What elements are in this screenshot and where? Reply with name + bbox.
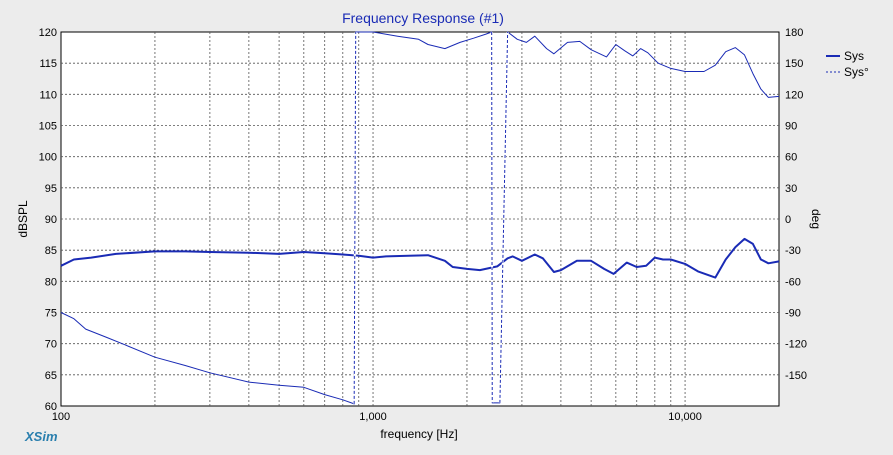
legend-label-sys: Sys: [844, 49, 864, 63]
plot-area: [60, 31, 780, 407]
y-left-tick-label: 95: [45, 183, 57, 195]
y-left-tick-label: 85: [45, 245, 57, 257]
y-right-tick-label: 180: [785, 27, 803, 39]
phase-wrap-line: [499, 31, 509, 403]
y-right-tick-label: -150: [785, 370, 807, 382]
phase-wrap-line: [491, 31, 493, 403]
x-tick-label: 1,000: [359, 411, 387, 423]
x-tick-label: 100: [52, 411, 70, 423]
y-right-tick-label: -60: [785, 276, 801, 288]
y-axis-label-left: dBSPL: [16, 200, 30, 238]
phase-wrap-line: [353, 31, 357, 404]
y-left-tick-label: 75: [45, 308, 57, 320]
y-left-tick-label: 115: [39, 58, 57, 70]
y-right-tick-label: 30: [785, 183, 797, 195]
y-right-tick-label: -120: [785, 339, 807, 351]
y-left-tick-label: 80: [45, 276, 57, 288]
y-right-tick-label: 60: [785, 152, 797, 164]
legend: Sys Sys°: [826, 49, 869, 79]
y-right-tick-label: -30: [785, 245, 801, 257]
y-axis-label-right: deg: [809, 209, 823, 229]
y-left-tick-label: 60: [45, 401, 57, 413]
y-left-tick-label: 120: [39, 27, 57, 39]
y-right-tick-label: 90: [785, 121, 797, 133]
chart-title: Frequency Response (#1): [342, 10, 504, 26]
y-left-tick-label: 100: [39, 152, 57, 164]
xsim-brand-logo: XSim: [24, 429, 58, 444]
y-left-tick-label: 70: [45, 339, 57, 351]
legend-label-sys-phase: Sys°: [844, 65, 869, 79]
y-right-tick-label: 0: [785, 214, 791, 226]
y-left-tick-label: 65: [45, 370, 57, 382]
y-left-tick-label: 110: [39, 89, 57, 101]
ticks: 60 65 70 75 80 85 90 95 100 105 110 115 120 -150 -120 -…: [39, 27, 807, 423]
y-right-tick-label: 150: [785, 58, 803, 70]
y-left-tick-label: 105: [39, 121, 57, 133]
x-axis-label: frequency [Hz]: [380, 427, 457, 441]
series-line-sys: [60, 237, 780, 279]
series-layer: [60, 31, 780, 405]
y-right-tick-label: 120: [785, 89, 803, 101]
y-right-tick-label: -90: [785, 308, 801, 320]
x-tick-label: 10,000: [668, 411, 702, 423]
y-left-tick-label: 90: [45, 214, 57, 226]
